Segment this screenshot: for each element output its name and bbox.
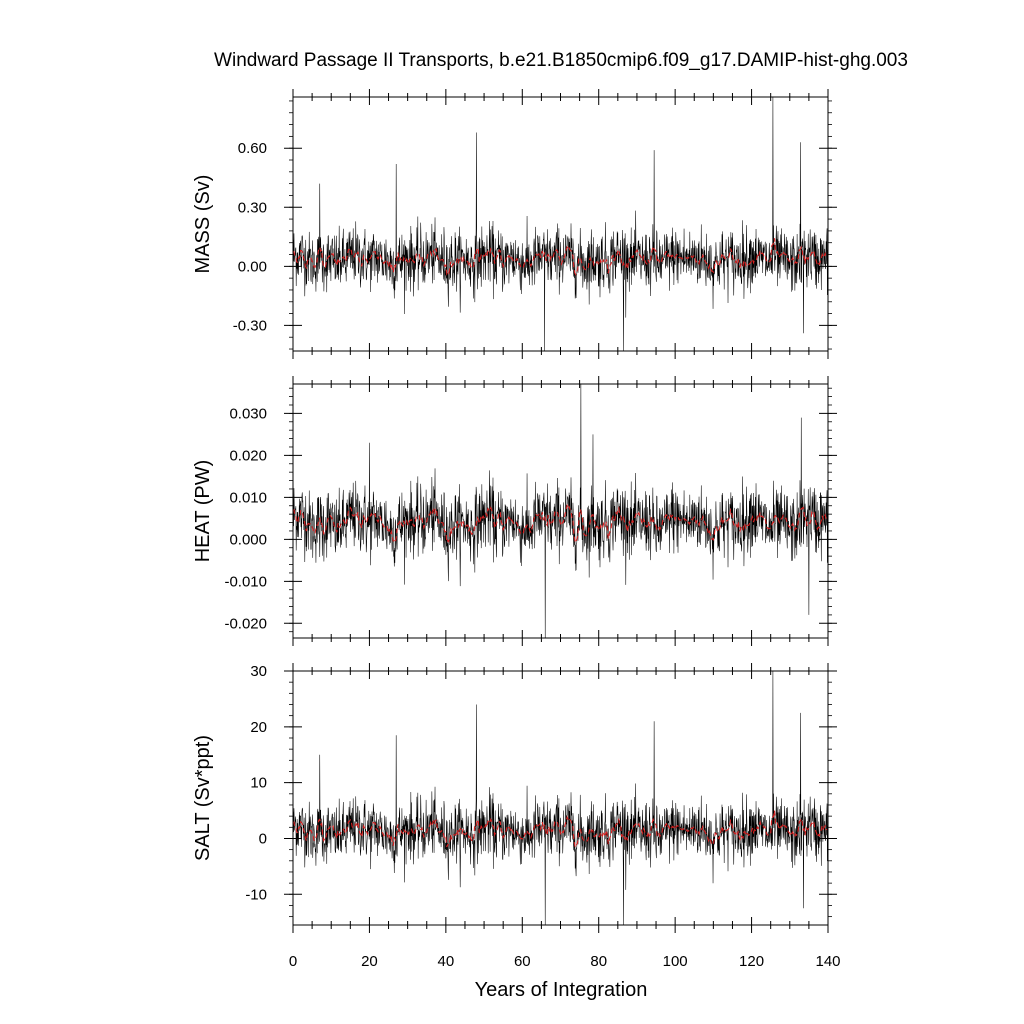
heat-y-tick-label: -0.020 <box>224 615 267 632</box>
heat-y-tick-label: 0.030 <box>229 405 267 422</box>
x-tick-label: 140 <box>815 953 840 970</box>
heat-y-tick-label: 0.010 <box>229 489 267 506</box>
salt-frame <box>292 670 829 926</box>
x-tick-label: 60 <box>514 953 531 970</box>
mass-y-tick-label: -0.30 <box>233 317 267 334</box>
x-tick-label: 80 <box>590 953 607 970</box>
x-tick-label: 20 <box>361 953 378 970</box>
salt-monthly-series <box>293 671 828 925</box>
heat-y-tick-label: 0.020 <box>229 447 267 464</box>
x-tick-label: 0 <box>289 953 297 970</box>
heat-monthly-series <box>293 384 828 638</box>
salt-y-tick-label: 20 <box>250 719 267 736</box>
mass-y-tick-label: 0.60 <box>238 140 267 157</box>
salt-y-axis-label: SALT (Sv*ppt) <box>192 735 214 861</box>
mass-frame <box>292 96 829 352</box>
salt-y-tick-label: -10 <box>245 886 267 903</box>
salt-smoothed-series <box>293 810 828 849</box>
panel-heat: -0.020 -0.010 0.000 0.010 0.020 0.030 HEAT (PW… <box>192 376 837 646</box>
panel-mass: -0.30 0.00 0.30 0.60 MASS (Sv) <box>192 89 837 359</box>
mass-y-tick-label: 0.00 <box>238 258 267 275</box>
x-axis-label: Years of Integration <box>475 979 648 1001</box>
heat-y-tick-label: -0.010 <box>224 573 267 590</box>
panel-salt: -10 0 10 20 30 SALT (Sv*ppt) <box>192 663 837 933</box>
mass-y-tick-label: 0.30 <box>238 199 267 216</box>
heat-y-axis-label: HEAT (PW) <box>192 460 214 563</box>
heat-y-tick-label: 0.000 <box>229 531 267 548</box>
mass-y-axis-label: MASS (Sv) <box>192 175 214 274</box>
chart-title: Windward Passage II Transports, b.e21.B1… <box>214 50 908 71</box>
salt-y-tick-label: 10 <box>250 775 267 792</box>
x-tick-label: 120 <box>739 953 764 970</box>
heat-smoothed-series <box>293 503 828 545</box>
x-tick-label: 100 <box>663 953 688 970</box>
salt-y-tick-label: 0 <box>259 830 267 847</box>
salt-y-tick-label: 30 <box>250 663 267 680</box>
x-tick-labels: 0 20 40 60 80 100 120 140 <box>289 953 841 970</box>
mass-smoothed-series <box>293 238 828 276</box>
mass-monthly-series <box>293 97 828 351</box>
x-tick-label: 40 <box>438 953 455 970</box>
